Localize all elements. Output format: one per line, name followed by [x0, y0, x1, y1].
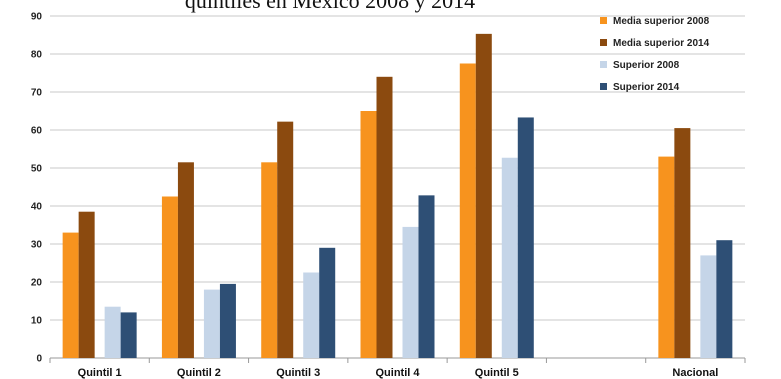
- y-tick-label: 50: [31, 164, 43, 175]
- bar-media-superior-2008-nacional: [658, 156, 675, 358]
- legend-label: Media superior 2008: [613, 16, 710, 27]
- bar-media-superior-2014-quintil-2: [177, 162, 194, 358]
- bar-superior-2008-quintil-2: [203, 289, 220, 358]
- legend: Media superior 2008 Media superior 2014 Su…: [600, 16, 710, 93]
- x-tick-label: Quintil 3: [276, 367, 320, 379]
- bar-media-superior-2008-quintil-5: [459, 63, 476, 358]
- legend-swatch: [600, 17, 607, 24]
- bar-media-superior-2008-quintil-4: [360, 111, 377, 358]
- bar-media-superior-2014-quintil-4: [376, 76, 393, 359]
- y-tick-label: 30: [31, 240, 43, 251]
- x-tick-label: Nacional: [672, 367, 718, 379]
- bar-superior-2008-quintil-1: [104, 306, 121, 358]
- y-tick-label: 90: [31, 12, 43, 23]
- x-tick-label: Quintil 4: [376, 367, 421, 379]
- y-tick-label: 40: [31, 202, 43, 213]
- legend-swatch: [600, 83, 607, 90]
- bar-media-superior-2014-quintil-5: [475, 33, 492, 359]
- bar-superior-2014-quintil-2: [219, 283, 236, 358]
- bar-superior-2008-quintil-4: [402, 226, 419, 358]
- legend-swatch: [600, 61, 607, 68]
- y-tick-label: 20: [31, 278, 43, 289]
- x-tick-label: Quintil 2: [177, 367, 221, 379]
- bar-superior-2014-quintil-5: [517, 117, 534, 359]
- legend-label: Superior 2014: [613, 82, 680, 93]
- chart-title: quintiles en México 2008 y 2014: [185, 0, 475, 13]
- bar-media-superior-2008-quintil-2: [161, 196, 178, 358]
- bar-media-superior-2014-quintil-3: [277, 121, 294, 358]
- legend-swatch: [600, 39, 607, 46]
- bar-media-superior-2014-nacional: [674, 128, 691, 358]
- y-tick-label: 60: [31, 126, 43, 137]
- bars: [62, 33, 733, 359]
- bar-superior-2008-nacional: [700, 255, 717, 358]
- bar-superior-2008-quintil-3: [303, 272, 320, 358]
- bar-superior-2014-quintil-3: [319, 247, 336, 358]
- bar-superior-2014-quintil-1: [120, 312, 137, 358]
- x-tick-label: Quintil 1: [78, 367, 122, 379]
- bar-media-superior-2014-quintil-1: [78, 211, 95, 358]
- bar-superior-2014-nacional: [716, 240, 733, 358]
- y-tick-label: 70: [31, 88, 43, 99]
- y-tick-label: 0: [36, 354, 42, 365]
- y-axis-ticks: 0 10 20 30 40 50 60 70 80 90: [31, 12, 43, 365]
- bar-media-superior-2008-quintil-3: [261, 162, 278, 358]
- y-tick-label: 80: [31, 50, 43, 61]
- bar-superior-2014-quintil-4: [418, 195, 435, 358]
- x-axis: Quintil 1 Quintil 2 Quintil 3 Quintil 4 Quin…: [49, 358, 746, 379]
- x-tick-label: Quintil 5: [475, 367, 519, 379]
- bar-superior-2008-quintil-5: [501, 157, 518, 358]
- legend-label: Superior 2008: [613, 60, 680, 71]
- y-tick-label: 10: [31, 316, 43, 327]
- bar-media-superior-2008-quintil-1: [62, 232, 79, 358]
- legend-label: Media superior 2014: [613, 38, 710, 49]
